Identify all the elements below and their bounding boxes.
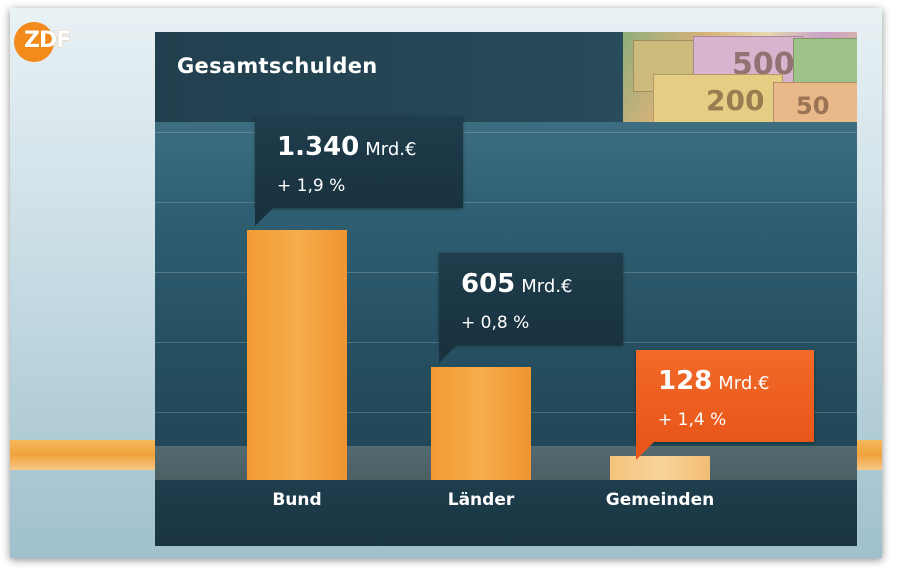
value-callout: 1.340 Mrd.€ + 1,9 % bbox=[255, 116, 463, 226]
value-callout: 605 Mrd.€ + 0,8 % bbox=[439, 253, 623, 364]
bar-bund bbox=[247, 230, 347, 480]
callout-change: + 1,9 % bbox=[277, 176, 346, 196]
zdf-logo: ZDF bbox=[14, 22, 98, 62]
category-label: Bund bbox=[272, 490, 322, 510]
chart-title: Gesamtschulden bbox=[177, 54, 378, 78]
x-axis-band bbox=[155, 480, 857, 546]
callout-value: 605 Mrd.€ bbox=[461, 269, 573, 299]
callout-unit: Mrd.€ bbox=[365, 139, 417, 160]
callout-value: 128 Mrd.€ bbox=[658, 366, 770, 396]
callout-pointer bbox=[636, 442, 654, 461]
bar-länder bbox=[431, 367, 531, 480]
callout-number: 1.340 bbox=[277, 132, 360, 162]
value-callout: 128 Mrd.€ + 1,4 % bbox=[636, 350, 814, 461]
banknote-50: 50 bbox=[773, 82, 857, 122]
category-label: Länder bbox=[447, 490, 515, 510]
tv-frame: ZDF Gesamtschulden 500 200 50 Bund Länder… bbox=[10, 8, 882, 558]
logo-text: ZDF bbox=[24, 28, 71, 53]
callout-number: 128 bbox=[658, 366, 713, 397]
callout-change: + 0,8 % bbox=[461, 313, 530, 334]
callout-pointer bbox=[255, 208, 273, 226]
chart-panel: Gesamtschulden 500 200 50 Bund Länder Geme… bbox=[155, 32, 857, 546]
banknotes-image: 500 200 50 bbox=[623, 32, 857, 122]
bar-gemeinden bbox=[610, 456, 710, 480]
callout-pointer bbox=[439, 345, 457, 364]
logo-circle bbox=[14, 22, 54, 62]
grid-line bbox=[155, 202, 857, 203]
callout-unit: Mrd.€ bbox=[718, 373, 770, 395]
callout-number: 605 bbox=[461, 269, 516, 300]
callout-change: + 1,4 % bbox=[658, 410, 727, 431]
callout-unit: Mrd.€ bbox=[521, 276, 573, 298]
grid-line bbox=[155, 132, 857, 133]
category-label: Gemeinden bbox=[605, 490, 715, 510]
callout-value: 1.340 Mrd.€ bbox=[277, 132, 416, 162]
banknote-200: 200 bbox=[653, 74, 783, 122]
